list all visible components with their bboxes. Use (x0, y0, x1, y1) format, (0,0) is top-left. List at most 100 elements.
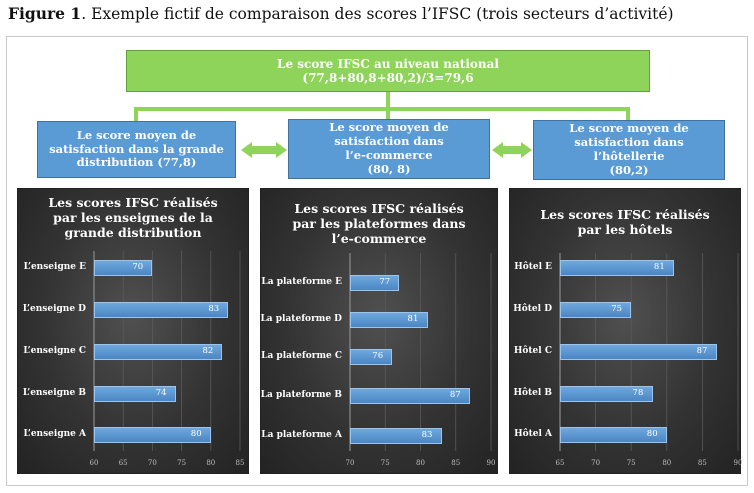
chart-panel-grande-distribution: Les scores IFSC réalisés par les enseigne… (17, 188, 249, 474)
x-tick-label: 75 (177, 459, 187, 467)
bar (560, 344, 717, 360)
bar (94, 427, 211, 443)
chart-title-line: par les plateformes dans (292, 216, 466, 231)
double-arrow-left (241, 142, 287, 158)
bar (560, 386, 653, 402)
data-label: 78 (632, 388, 644, 398)
bar (560, 260, 674, 276)
figure-caption-text: . Exemple fictif de comparaison des scor… (81, 5, 674, 23)
data-label: 75 (611, 304, 623, 314)
sector-box-line: satisfaction dans (334, 134, 444, 149)
x-tick-label: 80 (416, 459, 425, 467)
category-label: La plateforme C (261, 351, 342, 361)
x-tick-label: 85 (697, 459, 707, 467)
data-label: 82 (202, 346, 214, 356)
category-label: L’enseigne E (23, 262, 86, 272)
data-label: 77 (379, 277, 391, 287)
chart-title-line: Les scores IFSC réalisés (294, 201, 464, 216)
sector-box-line: satisfaction dans (574, 135, 684, 150)
data-label: 83 (421, 430, 433, 440)
data-label: 76 (372, 351, 384, 361)
data-label: 80 (190, 429, 202, 439)
chart-title-line: grande distribution (64, 225, 202, 240)
bar (560, 302, 632, 318)
x-tick-label: 90 (486, 459, 496, 467)
x-tick-label: 90 (733, 459, 743, 467)
category-label: La plateforme B (260, 390, 342, 400)
data-label: 87 (449, 390, 461, 400)
x-tick-label: 80 (662, 459, 672, 467)
chart-title-line: l’e-commerce (331, 231, 427, 246)
data-label: 74 (155, 388, 167, 398)
category-label: L’enseigne D (22, 304, 86, 314)
sector-box-line: l’hôtellerie (593, 149, 665, 163)
bar (350, 388, 470, 404)
chart-panel-e-commerce: Les scores IFSC réalisés par les platefor… (260, 188, 498, 474)
bar (560, 427, 667, 443)
bar (350, 312, 428, 328)
chart-title-line: Les scores IFSC réalisés (48, 195, 218, 210)
chart-title-line: par les enseignes de la (53, 210, 213, 225)
category-label: Hôtel C (513, 346, 552, 356)
sector-box-line: (80,2) (609, 162, 649, 177)
sector-box-line: Le score moyen de (569, 121, 689, 136)
category-label: L’enseigne C (23, 346, 86, 356)
bar (94, 386, 176, 402)
sector-box-line: Le score moyen de (329, 120, 449, 135)
category-label: La plateforme A (261, 430, 342, 440)
x-tick-label: 85 (451, 459, 461, 467)
chart-title: Les scores IFSC réalisés par les platefor… (261, 201, 497, 246)
data-label: 81 (407, 314, 419, 324)
category-label: La plateforme E (261, 277, 342, 287)
sector-box-grande-distribution: Le score moyen de satisfaction dans la gr… (37, 121, 236, 178)
figure-caption: Figure 1. Exemple fictif de comparaison … (8, 4, 674, 23)
category-label: L’enseigne A (23, 429, 86, 439)
category-label: La plateforme D (260, 314, 342, 324)
sector-box-line: (80, 8) (367, 161, 411, 176)
sector-box-line: Le score moyen de (76, 127, 197, 142)
sector-box-line: satisfaction dans la grande (49, 141, 224, 156)
bar (94, 344, 223, 360)
chart-title-line: par les hôtels (577, 222, 673, 237)
category-label: Hôtel E (514, 262, 552, 272)
data-label: 80 (646, 429, 658, 439)
sector-box-e-commerce: Le score moyen de satisfaction dans l’e-co… (288, 119, 490, 179)
category-label: Hôtel B (513, 388, 552, 398)
category-label: L’enseigne B (22, 388, 86, 398)
national-score-line1: Le score IFSC au niveau national (277, 56, 499, 71)
x-tick-label: 75 (626, 459, 636, 467)
national-score-line2: (77,8+80,8+80,2)/3=79,6 (302, 71, 474, 85)
data-label: 83 (208, 304, 220, 314)
bar (350, 428, 442, 444)
sector-box-hotellerie: Le score moyen de satisfaction dans l’hôte… (533, 120, 725, 180)
chart-title: Les scores IFSC réalisés par les hôtels (510, 207, 740, 237)
chart-title: Les scores IFSC réalisés par les enseigne… (18, 195, 248, 240)
sector-box-line: distribution (77,8) (76, 155, 197, 170)
bar (94, 260, 153, 276)
x-tick-label: 70 (147, 459, 157, 467)
x-tick-label: 70 (345, 459, 355, 467)
x-tick-label: 60 (89, 459, 99, 467)
chart-title-line: Les scores IFSC réalisés (540, 207, 710, 222)
x-tick-label: 85 (235, 459, 245, 467)
chart-panel-hotels: Les scores IFSC réalisés par les hôtels 65… (509, 188, 743, 474)
bar (350, 349, 393, 365)
national-score-box: Le score IFSC au niveau national (77,8+80… (126, 50, 650, 92)
connector-national-to-sectors (134, 107, 630, 121)
x-tick-label: 75 (380, 459, 390, 467)
double-arrow-right (492, 142, 532, 158)
data-label: 81 (653, 262, 665, 272)
x-tick-label: 65 (118, 459, 128, 467)
x-tick-label: 80 (206, 459, 216, 467)
bar (94, 302, 229, 318)
sector-box-line: l’e-commerce (345, 148, 433, 162)
category-label: Hôtel D (513, 304, 552, 314)
data-label: 87 (696, 346, 708, 356)
x-tick-label: 65 (555, 459, 565, 467)
bar (350, 275, 400, 291)
category-label: Hôtel A (514, 429, 552, 439)
figure-label: Figure 1 (8, 4, 82, 23)
data-label: 70 (132, 262, 144, 272)
x-tick-label: 70 (591, 459, 601, 467)
